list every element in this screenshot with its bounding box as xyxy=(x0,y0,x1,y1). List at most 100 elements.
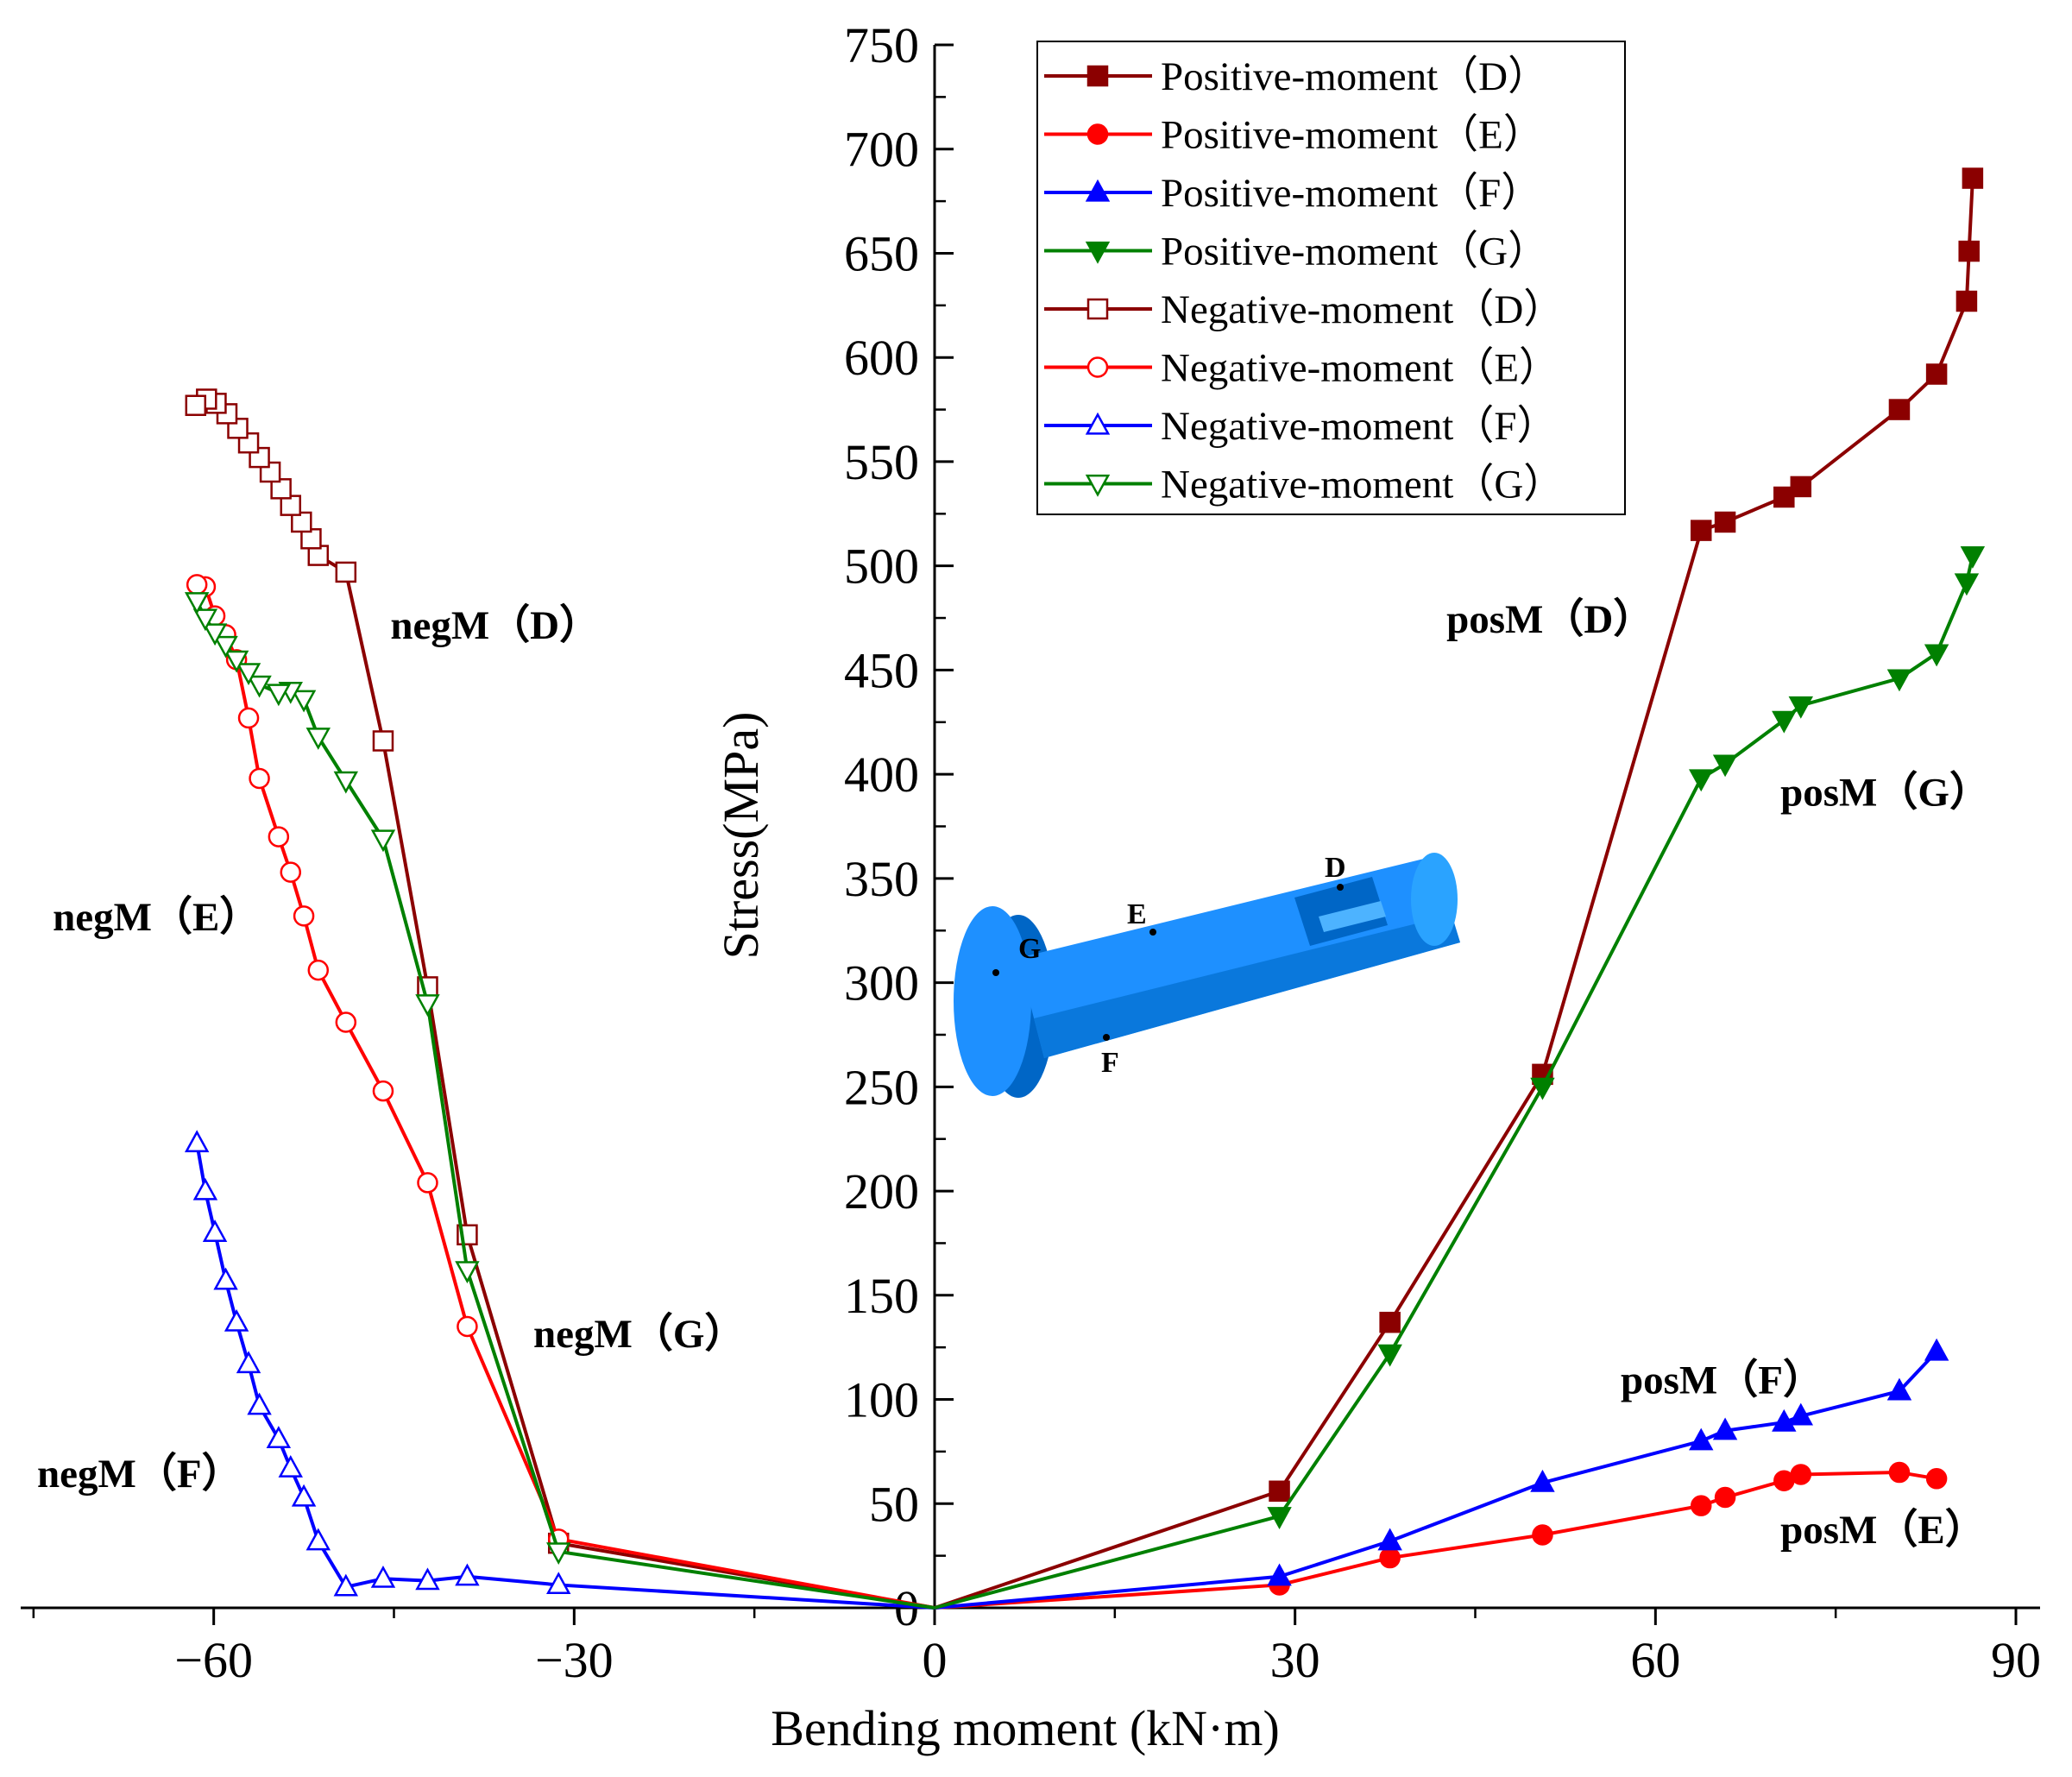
legend-label: Positive-moment（F） xyxy=(1161,171,1541,216)
data-point xyxy=(202,623,228,646)
data-point xyxy=(1924,644,1949,667)
series-positive-3 xyxy=(934,545,1986,1610)
data-point xyxy=(1772,710,1797,734)
legend-label: Negative-moment（F） xyxy=(1161,404,1557,449)
data-point xyxy=(1377,1528,1402,1551)
data-point xyxy=(1888,399,1911,420)
data-point xyxy=(268,826,290,848)
data-point xyxy=(192,608,218,632)
series-line xyxy=(934,555,1974,1610)
data-point xyxy=(1962,167,1984,189)
series-layer xyxy=(184,167,1986,1610)
data-point xyxy=(1888,1461,1911,1484)
annotations: negM（D） negM（E） negM（G） negM（F） posM（D） posM（… xyxy=(37,597,1990,1553)
annotation-label: posM（G） xyxy=(1780,770,1990,815)
point-f-marker xyxy=(1103,1034,1110,1041)
legend-label: Negative-moment（D） xyxy=(1161,287,1564,332)
pin-shaft-end xyxy=(1411,853,1458,946)
data-point xyxy=(1530,1077,1555,1100)
data-point xyxy=(186,574,208,595)
annotation-label: posM（E） xyxy=(1780,1508,1986,1553)
data-point xyxy=(1532,1524,1553,1546)
y-tick-label: 200 xyxy=(844,1163,919,1219)
data-point xyxy=(266,1426,292,1449)
legend-marker xyxy=(1086,356,1109,378)
data-point xyxy=(1954,573,1980,596)
data-point xyxy=(213,635,238,658)
point-d-label: D xyxy=(1325,852,1346,884)
legend-label: Negative-moment（G） xyxy=(1161,463,1564,507)
series-line xyxy=(194,397,935,1610)
data-point xyxy=(1712,754,1738,778)
x-tick-label: 0 xyxy=(923,1632,948,1688)
legend-marker xyxy=(1085,474,1111,497)
data-point xyxy=(1690,1495,1712,1516)
annotation-label: negM（D） xyxy=(390,603,600,648)
legend-marker xyxy=(1085,179,1111,202)
series-line xyxy=(934,1350,1938,1610)
y-tick-label: 450 xyxy=(844,642,919,698)
x-tick-label: 60 xyxy=(1630,1632,1680,1688)
y-tick-label: 250 xyxy=(844,1059,919,1115)
data-point xyxy=(278,1454,303,1478)
data-point xyxy=(370,1565,396,1588)
series-negative-7 xyxy=(184,592,935,1610)
pin-shaft-shade xyxy=(1034,915,1460,1058)
data-point xyxy=(1788,696,1814,719)
legend-label: Positive-moment（D） xyxy=(1161,54,1548,99)
data-point xyxy=(293,905,315,927)
annotation-label: negM（E） xyxy=(53,895,260,940)
data-point xyxy=(1267,1563,1292,1586)
annotation-label: negM（F） xyxy=(37,1452,242,1497)
legend-box xyxy=(1036,41,1626,515)
y-tick-label: 750 xyxy=(844,17,919,73)
annotation-label: posM（F） xyxy=(1621,1358,1823,1402)
data-point xyxy=(236,1351,261,1374)
axes: −60 −30 0 30 60 90050100150200250300350400450… xyxy=(21,17,2041,1688)
data-point xyxy=(1379,1311,1401,1333)
series-negative-6 xyxy=(184,1130,935,1610)
series-line xyxy=(195,600,935,1610)
y-tick-label: 650 xyxy=(844,225,919,281)
data-point xyxy=(417,1172,438,1194)
data-point xyxy=(1886,669,1912,692)
data-point xyxy=(237,707,260,729)
data-point xyxy=(415,1567,440,1591)
y-tick-label: 50 xyxy=(869,1476,919,1532)
y-axis-title: Stress(MPa) xyxy=(713,712,769,960)
x-axis-title: Bending moment (kN·m) xyxy=(771,1700,1280,1756)
data-point xyxy=(224,650,249,673)
data-point xyxy=(1689,769,1714,792)
data-point xyxy=(455,1261,480,1284)
data-point xyxy=(1960,545,1986,569)
y-tick-label: 150 xyxy=(844,1268,919,1324)
point-g-marker xyxy=(992,969,999,976)
data-point xyxy=(457,1315,478,1338)
pin-flange-face xyxy=(954,906,1031,1096)
data-point xyxy=(1267,1507,1292,1529)
data-point xyxy=(1772,1408,1797,1432)
series-negative-4 xyxy=(185,388,935,1610)
legend-marker xyxy=(1086,298,1109,320)
data-point xyxy=(202,1219,228,1242)
data-point xyxy=(1788,1402,1814,1426)
data-point xyxy=(307,959,330,981)
x-tick-label: −30 xyxy=(535,1632,614,1688)
data-point xyxy=(291,1484,317,1507)
data-point xyxy=(1377,1344,1402,1367)
data-point xyxy=(1886,1377,1912,1401)
data-point xyxy=(1269,1480,1290,1503)
data-point xyxy=(1714,1486,1736,1509)
series-line xyxy=(196,583,935,1610)
data-point xyxy=(1790,476,1812,498)
data-point xyxy=(192,1177,218,1200)
data-point xyxy=(184,592,210,614)
data-point xyxy=(546,1542,571,1566)
point-g-label: G xyxy=(1018,933,1041,965)
y-tick-label: 500 xyxy=(844,539,919,595)
data-point xyxy=(1925,363,1948,385)
legend-label: Positive-moment（E） xyxy=(1161,113,1544,158)
data-point xyxy=(333,771,359,794)
data-point xyxy=(1530,1469,1555,1492)
